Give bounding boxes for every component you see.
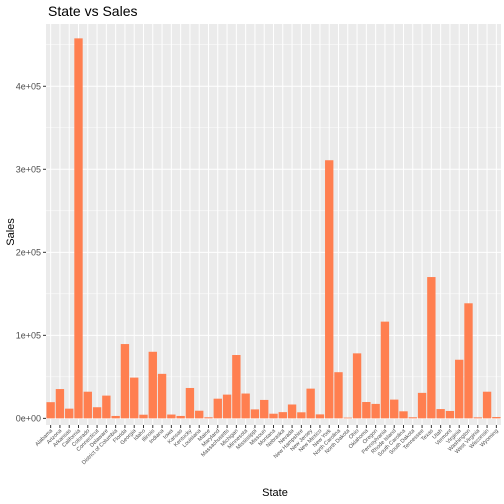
bar	[306, 388, 315, 419]
bar	[445, 410, 455, 419]
bar	[473, 417, 482, 419]
bar	[74, 38, 83, 419]
y-tick-label: 1e+05	[16, 330, 41, 340]
bar	[222, 394, 232, 419]
bar	[46, 402, 55, 419]
bar	[55, 389, 65, 419]
bar	[408, 417, 417, 419]
bar	[111, 415, 120, 419]
bar	[371, 403, 380, 419]
bars	[46, 38, 501, 419]
bar	[492, 417, 501, 419]
x-axis-label: State	[262, 487, 288, 499]
y-tick-label: 0e+00	[16, 413, 41, 423]
bar	[232, 355, 241, 419]
y-tick-label: 2e+05	[16, 247, 41, 257]
bar	[380, 321, 390, 419]
bar	[148, 351, 157, 419]
y-axis-ticks: 0e+00 1e+05 2e+05 3e+05 4e+05	[16, 81, 46, 423]
bar	[334, 372, 343, 419]
x-axis-ticks: AlabamaArizonaArkansasCaliforniaColorado…	[34, 425, 500, 466]
bar	[482, 391, 492, 419]
bar	[464, 303, 473, 419]
bar	[195, 410, 204, 419]
chart-title: State vs Sales	[48, 3, 138, 19]
bar	[287, 404, 297, 419]
bar	[455, 359, 464, 419]
bar	[130, 377, 139, 419]
bar	[241, 393, 250, 419]
y-tick-label: 4e+05	[16, 81, 41, 91]
bar	[167, 414, 176, 419]
bar	[417, 392, 427, 419]
bar	[139, 414, 148, 419]
bar	[352, 353, 362, 419]
bar	[436, 409, 445, 419]
bar	[102, 395, 111, 419]
bar	[343, 417, 352, 419]
bar	[92, 407, 102, 419]
bar	[65, 408, 74, 419]
bar	[362, 402, 371, 419]
bar	[325, 160, 334, 419]
bar	[204, 417, 213, 419]
bar	[399, 411, 408, 419]
bar	[157, 373, 167, 419]
bar	[427, 277, 436, 419]
bar	[297, 412, 306, 419]
bar	[269, 413, 278, 419]
bar	[278, 412, 287, 419]
bar	[213, 398, 222, 419]
bar	[390, 399, 399, 419]
bar	[260, 399, 269, 419]
bar	[250, 409, 260, 419]
bar	[83, 391, 92, 419]
bar	[176, 415, 185, 419]
bar	[185, 387, 195, 419]
bar	[120, 344, 130, 419]
bar	[315, 414, 325, 419]
y-tick-label: 3e+05	[16, 164, 41, 174]
y-axis-label: Sales	[5, 218, 17, 246]
